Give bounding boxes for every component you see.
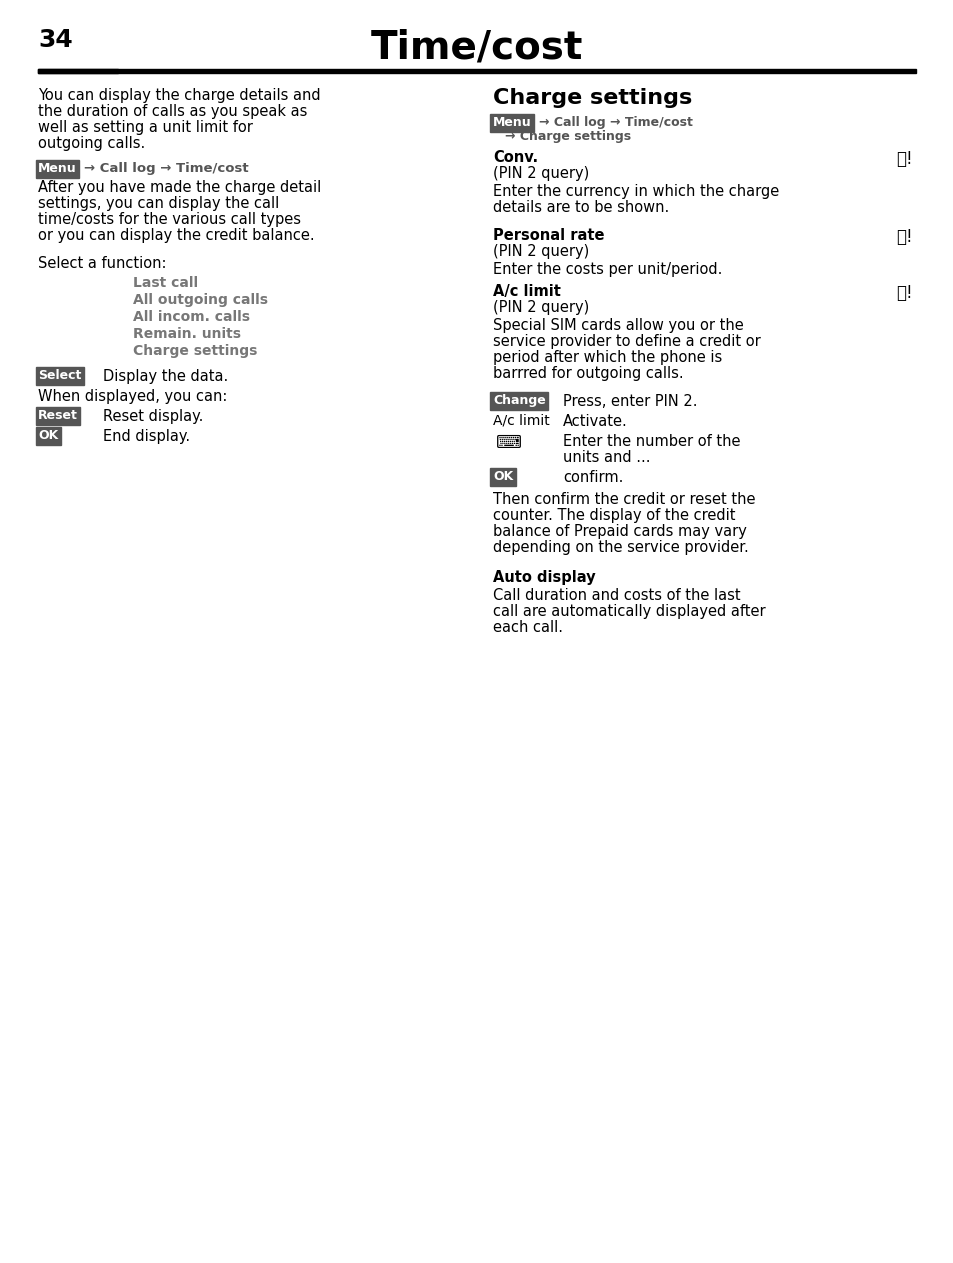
Text: Reset: Reset: [38, 409, 78, 422]
Text: details are to be shown.: details are to be shown.: [493, 200, 669, 215]
Text: Menu: Menu: [38, 162, 76, 176]
Text: 34: 34: [38, 28, 72, 52]
Text: After you have made the charge detail: After you have made the charge detail: [38, 181, 321, 195]
Text: Charge settings: Charge settings: [132, 344, 257, 357]
Text: Change: Change: [493, 394, 545, 407]
Text: time/costs for the various call types: time/costs for the various call types: [38, 212, 301, 227]
Text: outgoing calls.: outgoing calls.: [38, 136, 145, 152]
Text: OK: OK: [38, 429, 58, 442]
Text: ⚿!: ⚿!: [896, 150, 912, 168]
Text: Enter the currency in which the charge: Enter the currency in which the charge: [493, 184, 779, 200]
Text: (PIN 2 query): (PIN 2 query): [493, 244, 589, 259]
Text: Conv.: Conv.: [493, 150, 537, 165]
Text: Auto display: Auto display: [493, 570, 595, 585]
Text: Enter the costs per unit/period.: Enter the costs per unit/period.: [493, 261, 721, 277]
Text: Reset display.: Reset display.: [103, 409, 203, 424]
Text: Time/cost: Time/cost: [371, 28, 582, 66]
Text: Then confirm the credit or reset the: Then confirm the credit or reset the: [493, 493, 755, 506]
Text: balance of Prepaid cards may vary: balance of Prepaid cards may vary: [493, 524, 746, 539]
Text: ⚿!: ⚿!: [896, 284, 912, 302]
Text: period after which the phone is: period after which the phone is: [493, 350, 721, 365]
Bar: [38, 69, 915, 73]
Text: barrred for outgoing calls.: barrred for outgoing calls.: [493, 366, 683, 381]
Text: A/c limit: A/c limit: [493, 284, 560, 299]
Text: All incom. calls: All incom. calls: [132, 309, 250, 325]
Text: You can display the charge details and: You can display the charge details and: [38, 88, 320, 104]
Text: each call.: each call.: [493, 620, 562, 635]
Text: ⌨: ⌨: [496, 434, 521, 452]
Text: counter. The display of the credit: counter. The display of the credit: [493, 508, 735, 523]
Text: the duration of calls as you speak as: the duration of calls as you speak as: [38, 104, 307, 119]
Text: Activate.: Activate.: [562, 414, 627, 429]
Text: → Call log → Time/cost: → Call log → Time/cost: [538, 116, 692, 129]
Text: service provider to define a credit or: service provider to define a credit or: [493, 333, 760, 349]
Text: or you can display the credit balance.: or you can display the credit balance.: [38, 229, 314, 242]
Text: Charge settings: Charge settings: [493, 88, 692, 109]
Text: Select a function:: Select a function:: [38, 256, 167, 272]
Bar: [38, 69, 118, 73]
Text: Special SIM cards allow you or the: Special SIM cards allow you or the: [493, 318, 743, 333]
Text: Remain. units: Remain. units: [132, 327, 241, 341]
Text: → Call log → Time/cost: → Call log → Time/cost: [84, 162, 249, 176]
Text: (PIN 2 query): (PIN 2 query): [493, 301, 589, 314]
Text: Press, enter PIN 2.: Press, enter PIN 2.: [562, 394, 697, 409]
Text: → Charge settings: → Charge settings: [504, 130, 631, 143]
Text: ⚿!: ⚿!: [896, 229, 912, 246]
Text: Personal rate: Personal rate: [493, 229, 604, 242]
Text: A/c limit: A/c limit: [493, 414, 549, 428]
Text: well as setting a unit limit for: well as setting a unit limit for: [38, 120, 253, 135]
Text: confirm.: confirm.: [562, 470, 622, 485]
Text: depending on the service provider.: depending on the service provider.: [493, 541, 748, 554]
Text: (PIN 2 query): (PIN 2 query): [493, 165, 589, 181]
Text: Menu: Menu: [493, 116, 531, 129]
Text: OK: OK: [493, 470, 513, 482]
Text: When displayed, you can:: When displayed, you can:: [38, 389, 227, 404]
Text: Call duration and costs of the last: Call duration and costs of the last: [493, 589, 740, 602]
Text: units and ...: units and ...: [562, 450, 650, 465]
Text: settings, you can display the call: settings, you can display the call: [38, 196, 279, 211]
Text: call are automatically displayed after: call are automatically displayed after: [493, 604, 765, 619]
Text: Last call: Last call: [132, 277, 198, 290]
Text: End display.: End display.: [103, 429, 190, 445]
Text: Enter the number of the: Enter the number of the: [562, 434, 740, 450]
Text: Select: Select: [38, 369, 81, 381]
Text: All outgoing calls: All outgoing calls: [132, 293, 268, 307]
Text: Display the data.: Display the data.: [103, 369, 228, 384]
